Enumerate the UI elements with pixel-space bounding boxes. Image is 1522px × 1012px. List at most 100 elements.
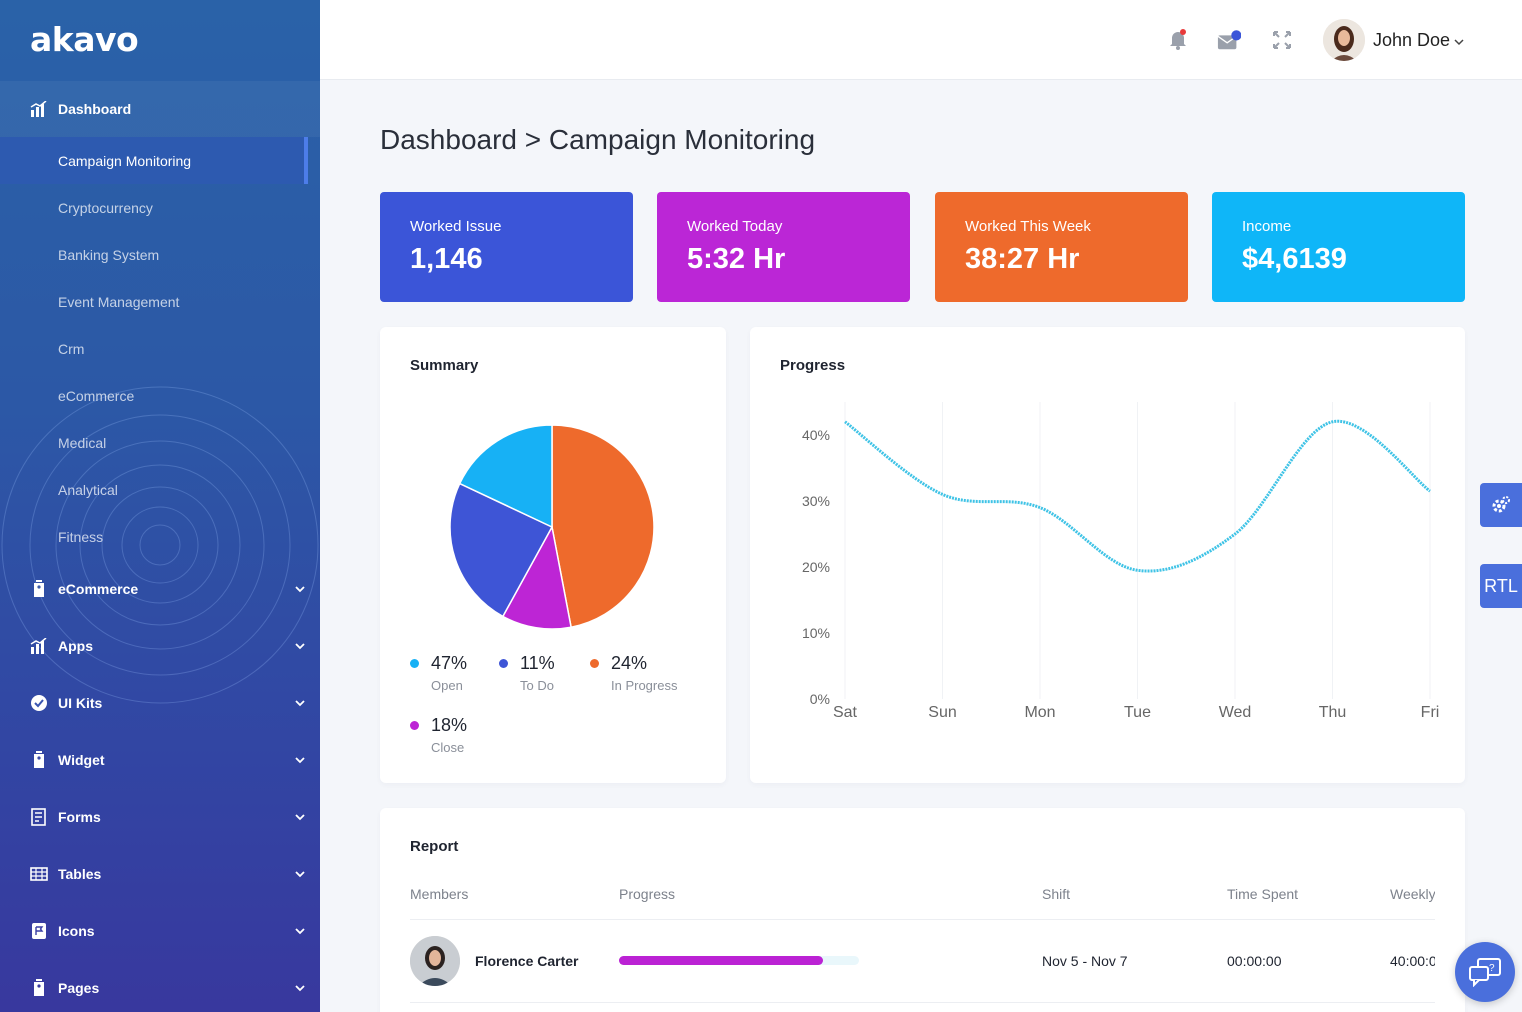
user-name[interactable]: John Doe (1373, 30, 1451, 50)
sidebar-section-label: Widget (58, 752, 105, 768)
sidebar-decoration (1, 386, 319, 704)
sidebar-section-apps[interactable]: Apps (0, 618, 320, 674)
chevron-down-icon[interactable] (1453, 36, 1465, 48)
settings-button[interactable] (1480, 483, 1522, 527)
member-shift: Nov 5 - Nov 7 (1042, 953, 1128, 969)
sidebar-section-icons[interactable]: Icons (0, 903, 320, 959)
x-tick-label: Wed (1219, 704, 1252, 721)
sidebar-item-label: Banking System (58, 246, 160, 263)
sidebar-item-crm[interactable]: Crm (0, 325, 308, 372)
sidebar-section-label: Dashboard (58, 101, 132, 117)
stat-card-income: Income $4,6139 (1212, 192, 1465, 302)
sidebar-item-label: eCommerce (58, 387, 135, 404)
column-header-progress[interactable]: Progress (619, 886, 676, 902)
legend-label: Close (431, 740, 465, 755)
sidebar-section-forms[interactable]: Forms (0, 789, 320, 845)
sidebar-section-ecommerce[interactable]: eCommerce (0, 561, 320, 617)
column-header-weekly[interactable]: Weekly (1390, 886, 1435, 902)
y-tick-label: 40% (802, 427, 830, 443)
pie-slice-close[interactable] (501, 524, 572, 630)
sidebar-section-label: UI Kits (58, 695, 103, 711)
form-icon (30, 808, 48, 826)
chevron-down-icon (295, 700, 305, 707)
data-point-fri[interactable] (1426, 487, 1434, 495)
data-point-tue[interactable] (1134, 566, 1142, 574)
sidebar-item-medical[interactable]: Medical (0, 419, 308, 466)
chat-button[interactable]: ? (1455, 942, 1515, 1002)
column-header-time-spent[interactable]: Time Spent (1227, 886, 1299, 902)
sidebar-item-label: Analytical (58, 481, 118, 498)
stat-card-worked-issue: Worked Issue 1,146 (380, 192, 633, 302)
stat-label: Worked This Week (965, 218, 1091, 235)
legend-to-do: 11% To Do (499, 653, 555, 693)
legend-label: In Progress (611, 678, 678, 693)
chart-bars-icon (30, 637, 48, 655)
chevron-down-icon (295, 871, 305, 878)
sidebar-section-dashboard[interactable]: Dashboard (0, 81, 320, 137)
stat-value: 1,146 (410, 243, 483, 275)
y-tick-label: 30% (802, 493, 830, 509)
legend-label: To Do (520, 678, 554, 693)
sidebar-section-widget[interactable]: Widget (0, 732, 320, 788)
data-point-thu[interactable] (1329, 418, 1337, 426)
data-point-mon[interactable] (1036, 504, 1044, 512)
x-tick-label: Mon (1024, 704, 1055, 721)
x-tick-label: Tue (1124, 704, 1151, 721)
user-avatar[interactable] (1323, 19, 1365, 61)
member-name: Florence Carter (475, 953, 579, 969)
page-title: Dashboard > Campaign Monitoring (380, 124, 816, 155)
divider (410, 919, 1435, 920)
tag-icon (30, 580, 48, 598)
sidebar-item-banking-system[interactable]: Banking System (0, 231, 308, 278)
sidebar-item-cryptocurrency[interactable]: Cryptocurrency (0, 184, 308, 231)
brand-logo[interactable]: akavo (30, 20, 139, 59)
x-tick-label: Fri (1421, 704, 1440, 721)
pie-slice-to-do[interactable] (449, 482, 554, 618)
bell-icon[interactable] (1166, 28, 1190, 52)
svg-text:?: ? (1489, 963, 1495, 974)
chevron-down-icon (295, 757, 305, 764)
legend-pct: 11% (520, 653, 555, 673)
legend-dot (410, 721, 419, 730)
summary-card: Summary 47% Open 11% To Do 24% In Progre… (380, 327, 726, 783)
chat-icon: ? (1469, 958, 1501, 987)
progress-title: Progress (780, 357, 846, 374)
data-point-wed[interactable] (1231, 530, 1239, 538)
chevron-down-icon (295, 643, 305, 650)
x-tick-label: Sat (833, 704, 858, 721)
data-point-sat[interactable] (841, 418, 849, 426)
sidebar-section-label: Pages (58, 980, 100, 996)
sidebar-item-event-management[interactable]: Event Management (0, 278, 308, 325)
mail-icon[interactable] (1217, 28, 1241, 52)
stat-value: 5:32 Hr (687, 243, 786, 275)
column-header-members[interactable]: Members (410, 886, 469, 902)
topbar: John Doe (320, 0, 1522, 80)
tag-icon (30, 979, 48, 997)
sidebar-section-ui-kits[interactable]: UI Kits (0, 675, 320, 731)
sidebar-section-pages[interactable]: Pages (0, 960, 320, 1012)
sidebar-item-label: Fitness (58, 528, 104, 545)
rtl-button[interactable]: RTL (1480, 564, 1522, 608)
sidebar-section-label: eCommerce (58, 581, 139, 597)
sidebar-item-campaign-monitoring[interactable]: Campaign Monitoring (0, 137, 308, 184)
sidebar-item-analytical[interactable]: Analytical (0, 466, 308, 513)
chevron-down-icon (295, 985, 305, 992)
pie-slice-in-progress[interactable] (551, 424, 655, 629)
fullscreen-icon[interactable] (1270, 28, 1294, 52)
column-header-shift[interactable]: Shift (1042, 886, 1071, 902)
legend-close: 18% Close (410, 715, 467, 755)
sidebar-section-label: Apps (58, 638, 93, 654)
data-point-sun[interactable] (939, 490, 947, 498)
sidebar-item-ecommerce-dashboard[interactable]: eCommerce (0, 372, 308, 419)
legend-open: 47% Open (410, 653, 467, 693)
pie-slice-open[interactable] (458, 424, 553, 529)
legend-in-progress: 24% In Progress (590, 653, 677, 693)
series-line-progress (844, 419, 1431, 573)
chevron-down-icon (295, 814, 305, 821)
sidebar-item-label: Medical (58, 434, 107, 451)
sidebar-section-tables[interactable]: Tables (0, 846, 320, 902)
report-card: Report Members Progress Shift Time Spent… (380, 808, 1465, 1012)
sidebar-section-label: Forms (58, 809, 101, 825)
sidebar-item-fitness[interactable]: Fitness (0, 513, 308, 560)
divider (410, 1002, 1435, 1003)
